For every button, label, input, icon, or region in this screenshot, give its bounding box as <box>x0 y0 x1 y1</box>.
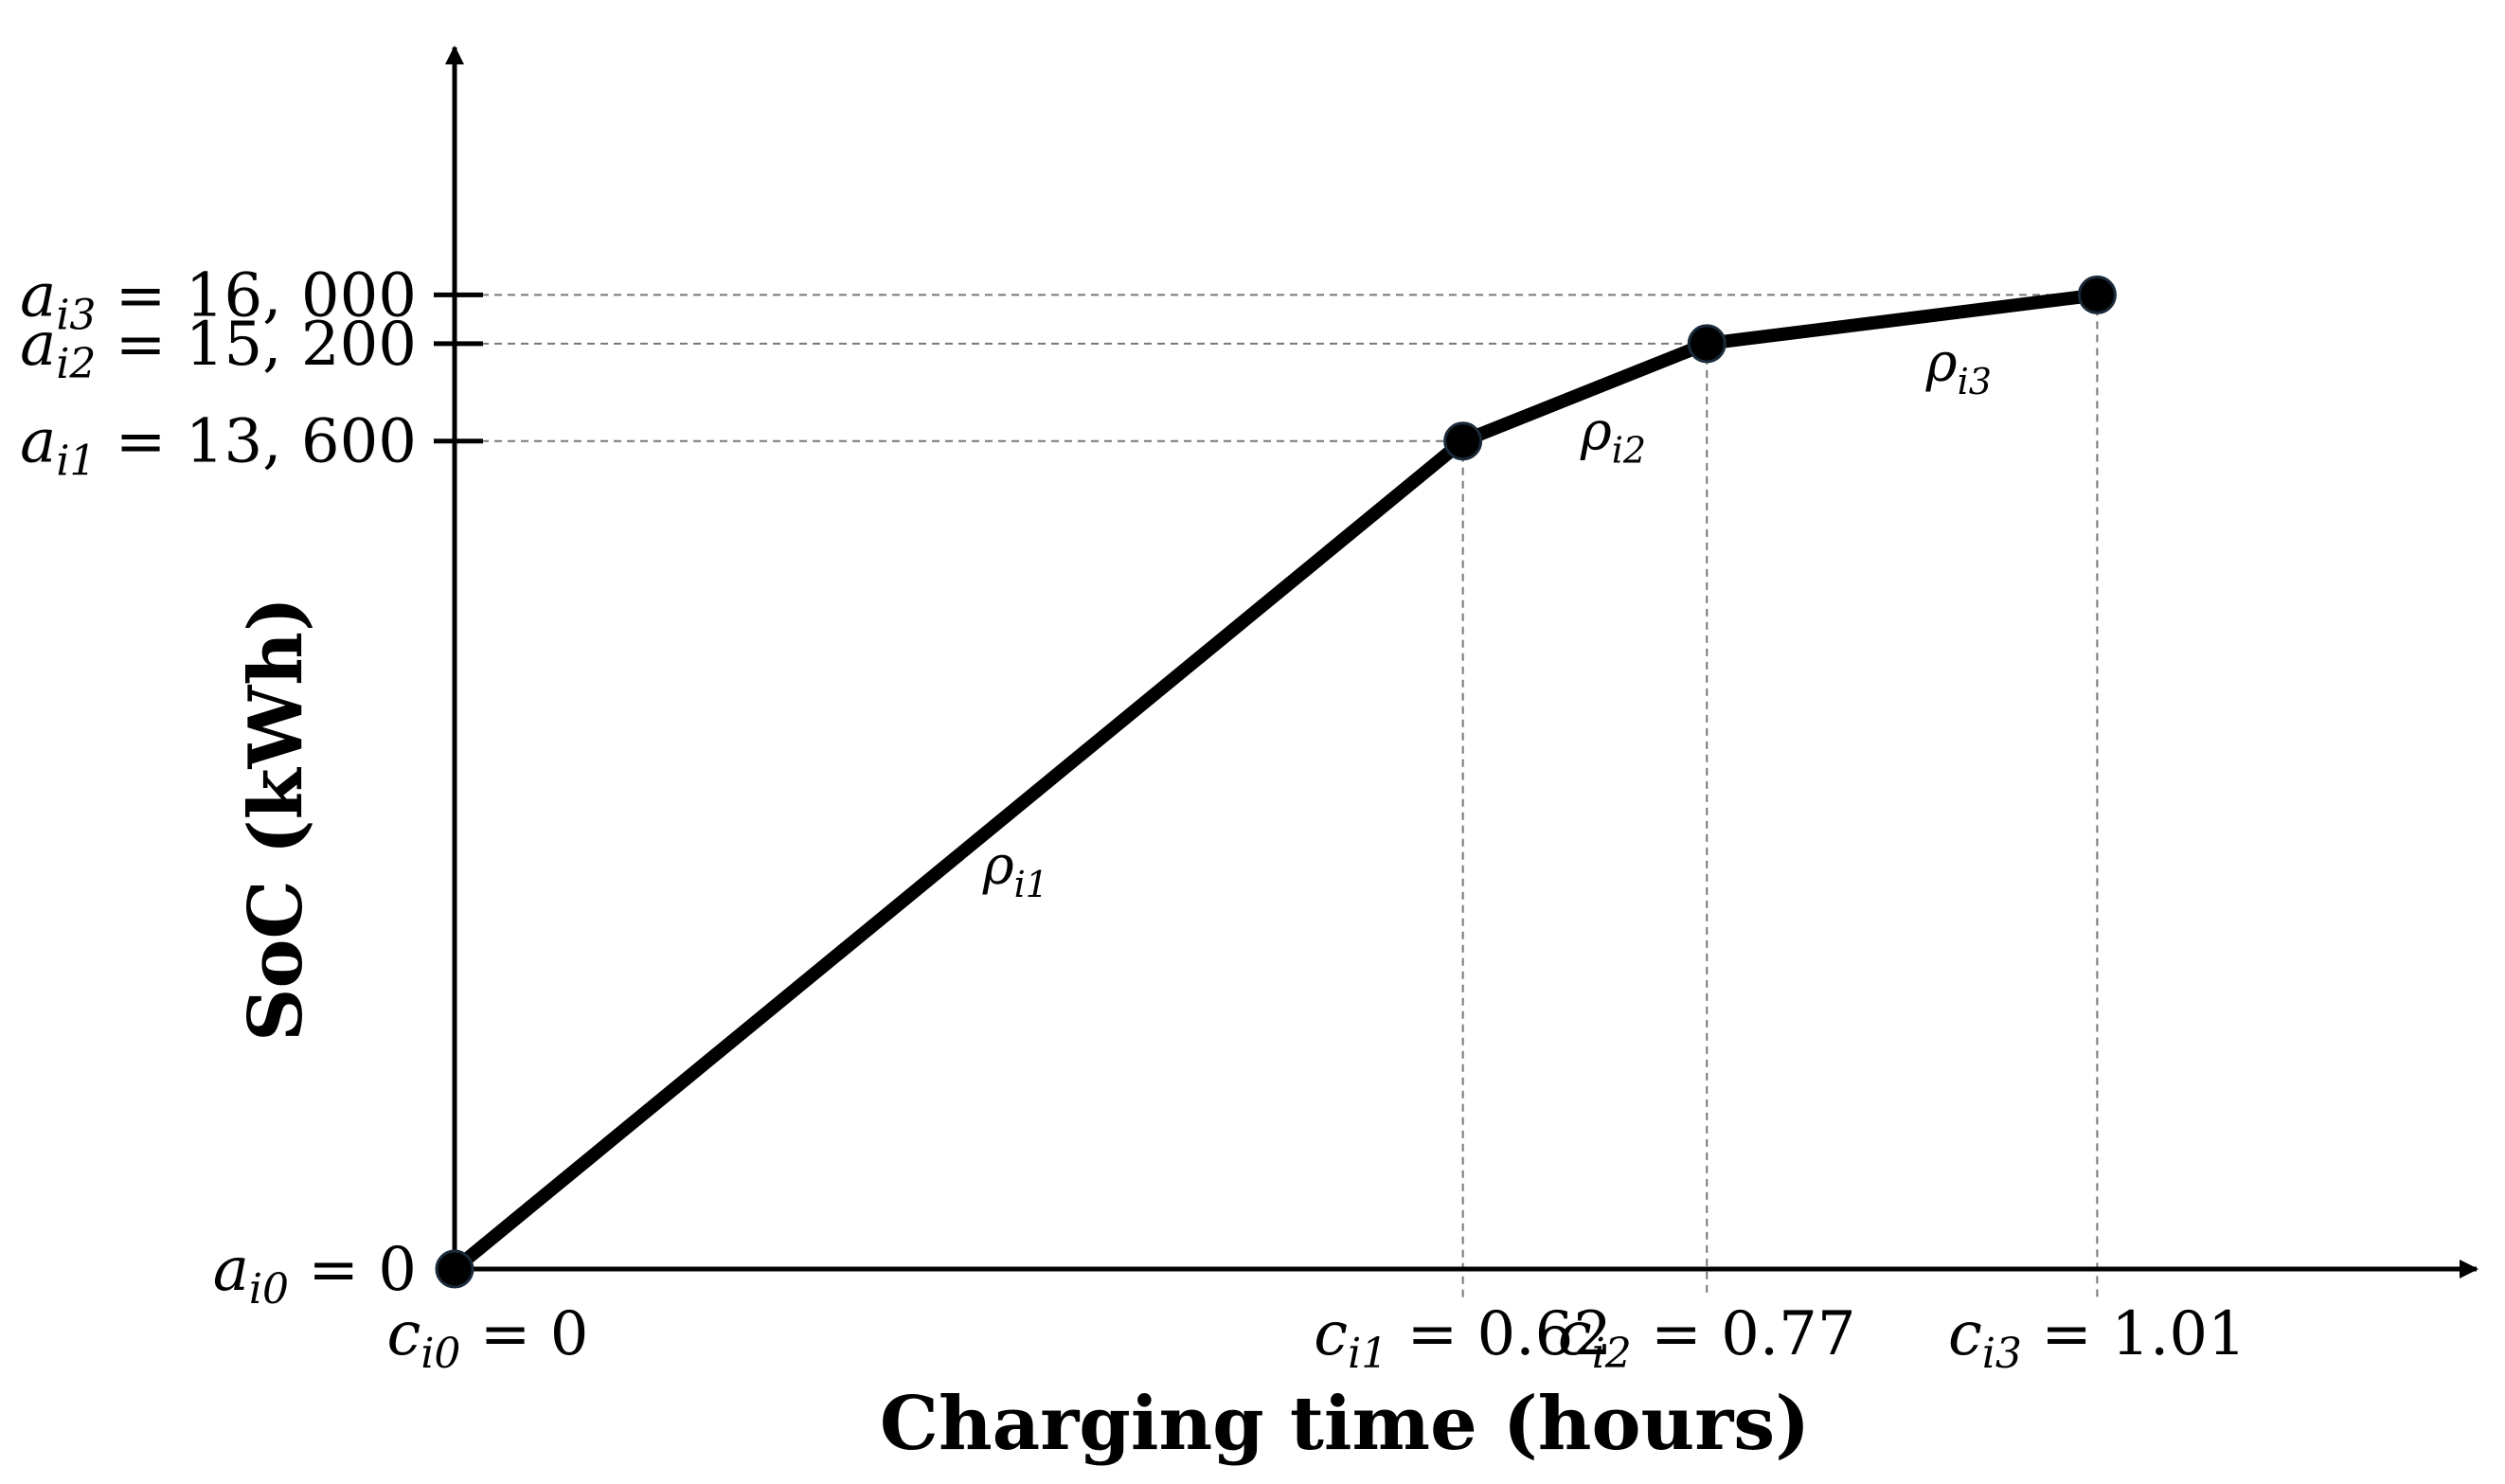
segment-label: ρi1 <box>982 835 1048 905</box>
x-tick-label: ci2 = 0.77 <box>1558 1299 1856 1378</box>
x-tick-label: ci1 = 0.62 <box>1314 1299 1612 1378</box>
y-tick-marks <box>434 292 483 444</box>
y-tick-label: ai3 = 16, 000 <box>20 260 417 339</box>
y-tick-label: ai2 = 15, 200 <box>20 310 417 388</box>
breakpoint-dot <box>1443 421 1483 461</box>
y-tick-label: ai0 = 0 <box>213 1235 417 1314</box>
segment-labels: ρi1 ρi2 ρi3 <box>982 332 1992 905</box>
soc-series-line <box>448 288 2104 1276</box>
x-tick-label: ci0 = 0 <box>387 1299 589 1378</box>
y-tick-label: ai1 = 13, 600 <box>20 407 417 486</box>
breakpoint-dot <box>2077 275 2117 314</box>
breakpoint-markers <box>435 275 2117 1289</box>
breakpoint-dot <box>1687 324 1727 364</box>
segment-label: ρi2 <box>1580 401 1646 471</box>
segment-label: ρi3 <box>1925 332 1992 402</box>
y-axis-title: SoC (kWh) <box>233 597 319 1042</box>
x-tick-label: ci3 = 1.01 <box>1948 1299 2246 1378</box>
x-axis-title: Charging time (hours) <box>880 1381 1810 1467</box>
dashed-guides <box>455 294 2099 1297</box>
breakpoint-dot <box>435 1249 474 1289</box>
